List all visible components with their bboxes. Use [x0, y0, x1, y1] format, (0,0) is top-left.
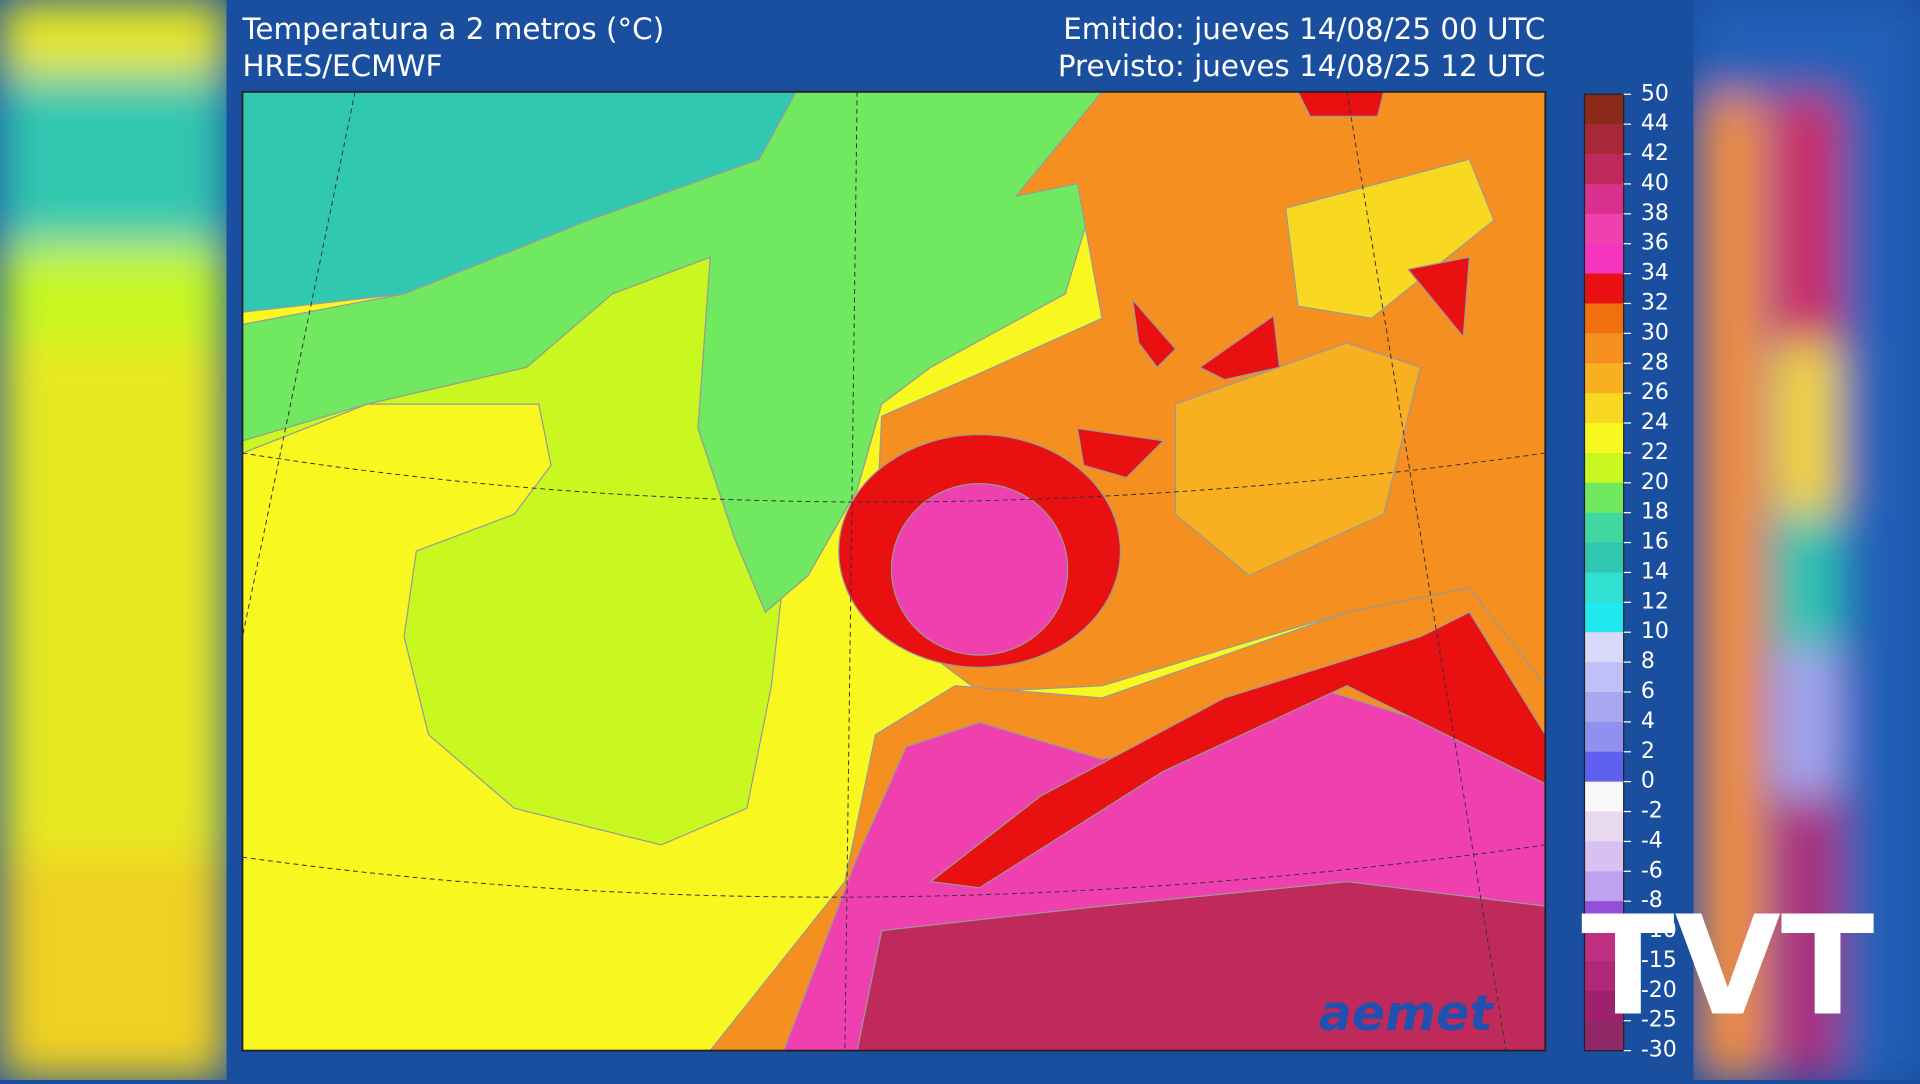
colorbar-label: 28: [1641, 350, 1669, 375]
valid-time: Previsto: jueves 14/08/25 12 UTC: [1058, 49, 1545, 83]
colorbar: 5044424038363432302826242220181614121086…: [1583, 81, 1677, 1063]
colorbar-label: 22: [1641, 440, 1669, 465]
colorbar-swatch: [1584, 124, 1624, 155]
colorbar-swatch: [1584, 154, 1624, 185]
colorbar-label: 30: [1641, 320, 1669, 345]
temperature-map: [242, 91, 1546, 1051]
colorbar-label: -15: [1641, 948, 1677, 973]
colorbar-label: 0: [1641, 769, 1655, 794]
colorbar-label: 14: [1641, 559, 1669, 584]
colorbar-swatch: [1584, 811, 1624, 842]
colorbar-swatch: [1584, 662, 1624, 693]
colorbar-label: 36: [1641, 231, 1669, 256]
colorbar-swatch: [1584, 751, 1624, 783]
colorbar-swatch: [1584, 602, 1624, 633]
colorbar-swatch: [1584, 94, 1624, 125]
colorbar-label: 50: [1641, 81, 1669, 106]
colorbar-swatch: [1584, 632, 1624, 663]
colorbar-label: 8: [1641, 649, 1655, 674]
colorbar-label: 6: [1641, 679, 1655, 704]
colorbar-swatch: [1584, 990, 1624, 1022]
colorbar-swatch: [1584, 1020, 1624, 1051]
colorbar-swatch: [1584, 691, 1624, 723]
colorbar-label: 26: [1641, 380, 1669, 405]
colorbar-swatch: [1584, 931, 1624, 962]
colorbar-label: 40: [1641, 171, 1669, 196]
colorbar-swatch: [1584, 572, 1624, 603]
colorbar-swatch: [1584, 781, 1624, 812]
issued-time: Emitido: jueves 14/08/25 00 UTC: [1063, 12, 1545, 46]
colorbar-label: 12: [1641, 589, 1669, 614]
colorbar-label: -20: [1641, 978, 1677, 1003]
channel-logo: TVT: [1581, 888, 1874, 1047]
colorbar-label: -4: [1641, 828, 1663, 853]
colorbar-label: 32: [1641, 290, 1669, 315]
colorbar-swatch: [1584, 721, 1624, 753]
colorbar-label: 16: [1641, 530, 1669, 555]
model-source: HRES/ECMWF: [242, 49, 442, 83]
colorbar-label: -6: [1641, 858, 1663, 883]
colorbar-swatch: [1584, 871, 1624, 902]
colorbar-swatch: [1584, 363, 1624, 394]
colorbar-swatch: [1584, 393, 1624, 424]
colorbar-swatch: [1584, 423, 1624, 454]
colorbar-swatch: [1584, 841, 1624, 872]
colorbar-swatch: [1584, 213, 1624, 245]
colorbar-label: 10: [1641, 619, 1669, 644]
colorbar-swatch: [1584, 960, 1624, 992]
colorbar-swatch: [1584, 183, 1624, 215]
colorbar-swatch: [1584, 273, 1624, 304]
colorbar-label: 42: [1641, 141, 1669, 166]
colorbar-label: -25: [1641, 1008, 1677, 1033]
colorbar-swatch: [1584, 333, 1624, 364]
colorbar-label: -10: [1641, 918, 1677, 943]
colorbar-swatch: [1584, 512, 1624, 543]
colorbar-swatch: [1584, 482, 1624, 514]
aemet-logo: aemet: [1319, 985, 1494, 1042]
colorbar-swatch: [1584, 542, 1624, 573]
colorbar-label: 38: [1641, 201, 1669, 226]
colorbar-label: 20: [1641, 470, 1669, 495]
colorbar-label: -30: [1641, 1038, 1677, 1063]
colorbar-label: 18: [1641, 500, 1669, 525]
colorbar-label: -2: [1641, 799, 1663, 824]
map-frame: [241, 90, 1547, 1052]
colorbar-label: 44: [1641, 111, 1669, 136]
colorbar-swatch: [1584, 901, 1624, 932]
colorbar-label: 4: [1641, 709, 1655, 734]
colorbar-swatch: [1584, 303, 1624, 334]
colorbar-swatch: [1584, 243, 1624, 274]
map-title: Temperatura a 2 metros (°C): [241, 12, 664, 46]
colorbar-label: -8: [1641, 888, 1663, 913]
colorbar-label: 24: [1641, 410, 1669, 435]
colorbar-swatch: [1584, 452, 1624, 484]
colorbar-label: 34: [1641, 261, 1669, 286]
colorbar-label: 2: [1641, 739, 1655, 764]
